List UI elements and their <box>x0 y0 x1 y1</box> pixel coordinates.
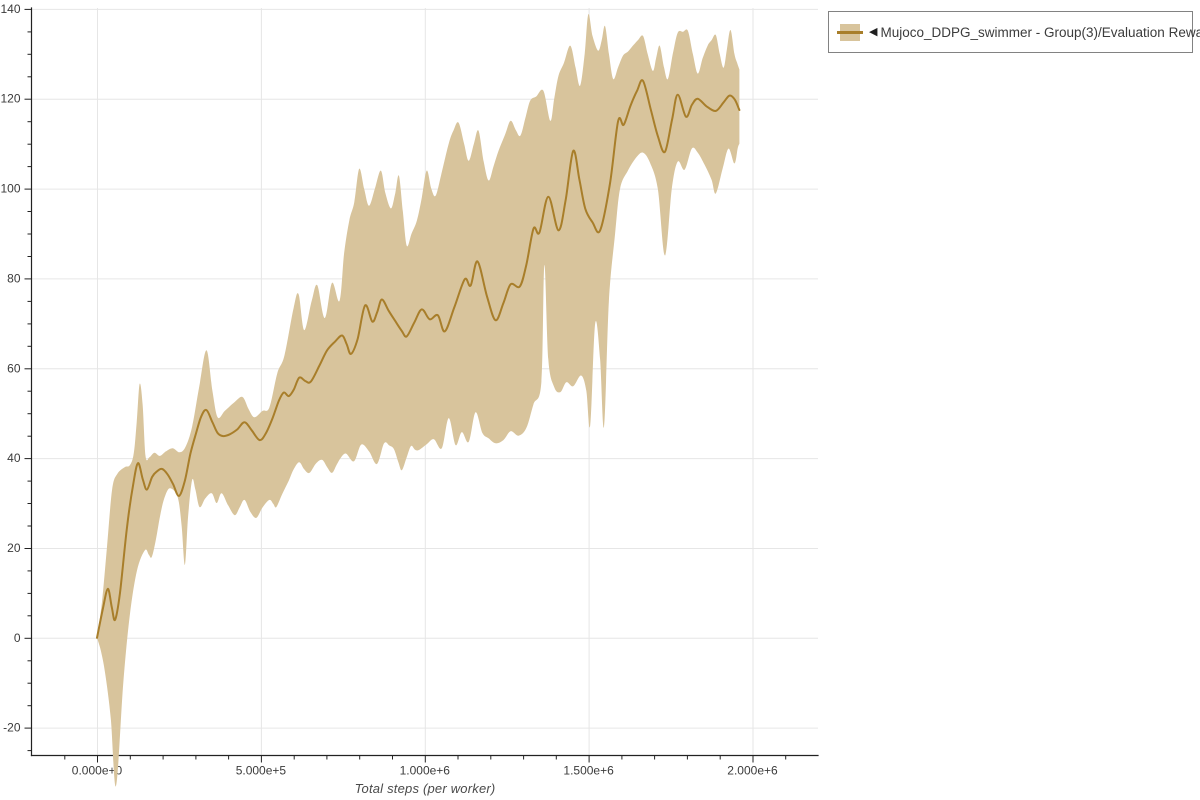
y-tick-label: -20 <box>3 721 21 735</box>
y-tick-label: 100 <box>0 182 20 196</box>
x-tick-labels: 0.000e+0 5.000e+5 1.000e+6 1.500e+6 2.000e+6 <box>72 764 778 778</box>
y-tick-label: 80 <box>7 271 21 285</box>
x-tick-label: 1.500e+6 <box>563 764 614 778</box>
x-tick-label: 1.000e+6 <box>400 764 451 778</box>
min-max-band <box>97 13 740 787</box>
legend: ◀ Mujoco_DDPG_swimmer - Group(3)/Evaluat… <box>828 11 1200 53</box>
legend-entry[interactable]: ◀ Mujoco_DDPG_swimmer - Group(3)/Evaluat… <box>829 23 1200 41</box>
x-tick-label: 2.000e+6 <box>727 764 778 778</box>
x-axis-title: Total steps (per worker) <box>354 781 496 796</box>
collapse-triangle-icon: ◀ <box>869 25 878 38</box>
y-tick-label: 120 <box>0 92 20 106</box>
y-tick-label: 40 <box>7 451 21 465</box>
y-tick-label: 20 <box>7 541 21 555</box>
legend-swatch-icon <box>837 23 863 41</box>
x-tick-label: 5.000e+5 <box>236 764 287 778</box>
y-tick-labels: -20 0 20 40 60 80 100 120 140 <box>0 2 20 735</box>
mean-reward-line <box>96 79 741 639</box>
y-tick-label: 60 <box>7 361 21 375</box>
legend-series-label: Mujoco_DDPG_swimmer - Group(3)/Evaluatio… <box>880 24 1200 40</box>
legend-line-swatch <box>837 30 863 34</box>
x-tick-label: 0.000e+0 <box>72 764 123 778</box>
y-tick-label: 140 <box>0 2 20 16</box>
ticks <box>24 8 787 763</box>
y-tick-label: 0 <box>14 631 21 645</box>
